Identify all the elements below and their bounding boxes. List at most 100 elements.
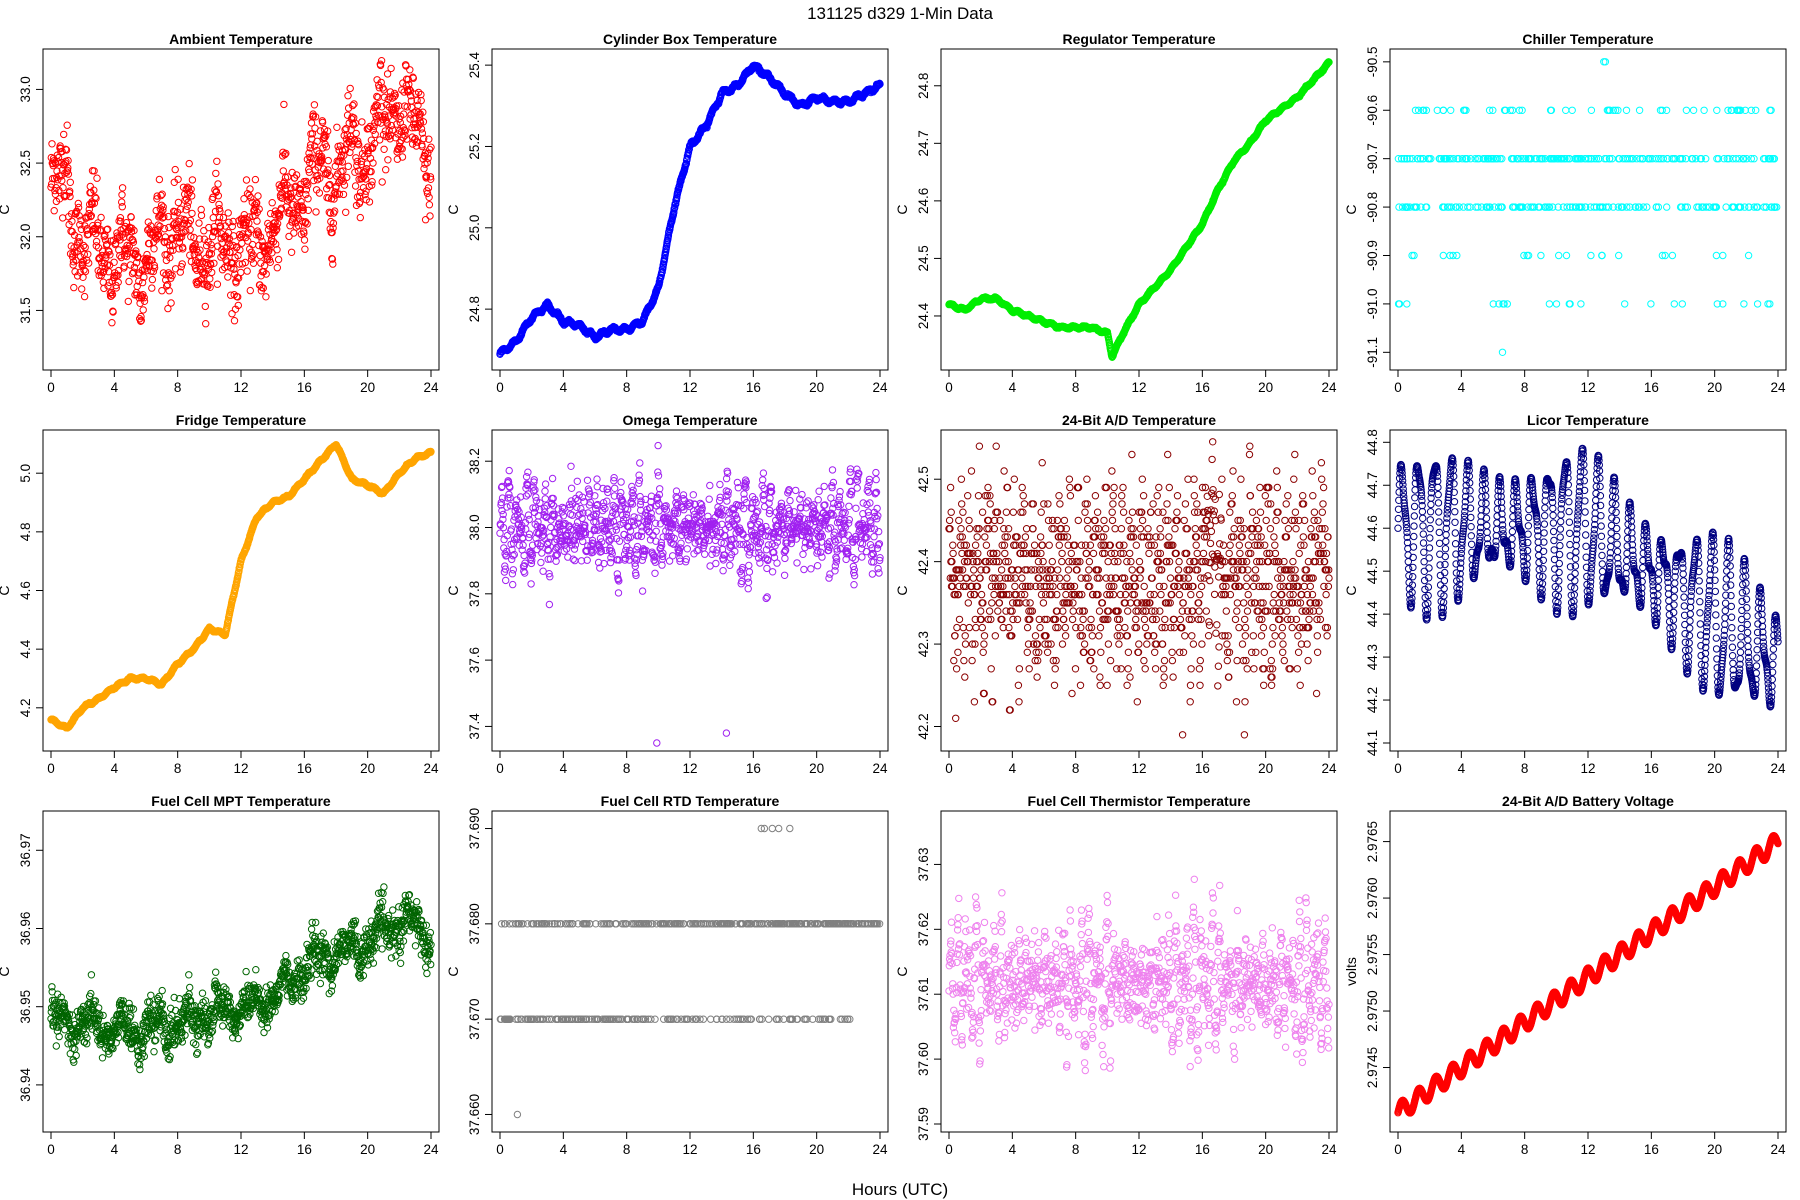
y-tick-label: 25.2 xyxy=(467,133,482,159)
data-point xyxy=(346,84,354,93)
data-point xyxy=(247,193,255,202)
x-tick-label: 4 xyxy=(111,380,119,395)
data-point xyxy=(328,255,337,263)
y-tick-label: -91.1 xyxy=(1365,337,1380,368)
y-tick-label: 25.4 xyxy=(467,52,482,79)
data-point xyxy=(376,136,384,144)
data-point xyxy=(348,143,356,151)
y-tick-label: 32.0 xyxy=(18,224,33,250)
data-point xyxy=(398,153,407,161)
x-tick-label: 12 xyxy=(1580,380,1595,395)
data-point xyxy=(229,217,237,226)
data-point xyxy=(140,297,149,305)
x-tick-label: 8 xyxy=(623,380,631,395)
data-point xyxy=(380,93,389,102)
y-axis-label: C xyxy=(0,585,12,595)
y-tick-label: 32.5 xyxy=(18,150,33,176)
data-point xyxy=(294,222,303,230)
data-point xyxy=(1577,300,1585,308)
data-point xyxy=(263,252,271,260)
data-point xyxy=(318,152,326,161)
data-point xyxy=(118,191,126,199)
data-point xyxy=(256,233,265,241)
data-point xyxy=(377,78,385,87)
data-point xyxy=(62,146,71,154)
data-point xyxy=(382,166,390,174)
data-point xyxy=(251,175,260,184)
y-tick-label: 4.2 xyxy=(18,698,33,717)
data-point xyxy=(76,221,84,229)
data-point xyxy=(230,265,238,273)
data-point xyxy=(1682,106,1691,115)
data-point xyxy=(343,173,351,182)
data-point xyxy=(237,232,246,240)
y-tick-label: 4.6 xyxy=(18,581,33,600)
data-point xyxy=(322,132,330,140)
data-point xyxy=(344,104,353,112)
data-point xyxy=(211,227,219,235)
data-point xyxy=(176,268,185,276)
data-point xyxy=(1663,203,1671,211)
data-point xyxy=(185,159,193,168)
x-tick-label: 8 xyxy=(174,761,182,776)
data-point xyxy=(137,312,145,321)
data-point xyxy=(331,207,339,215)
plot-frame xyxy=(42,429,440,752)
y-axis-label: C xyxy=(1343,204,1359,214)
x-tick-label: 20 xyxy=(1707,380,1722,395)
data-point xyxy=(326,225,334,233)
data-point xyxy=(369,126,377,135)
data-point xyxy=(1722,203,1730,211)
data-point xyxy=(47,180,56,188)
data-point xyxy=(1740,300,1748,308)
data-point xyxy=(318,118,327,127)
data-point xyxy=(174,198,183,207)
data-point xyxy=(1668,251,1677,260)
data-point xyxy=(373,92,381,101)
data-point xyxy=(225,218,233,227)
plot-frame xyxy=(940,48,1338,371)
y-tick-label: 24.8 xyxy=(916,73,931,99)
data-point xyxy=(356,198,364,206)
data-point xyxy=(92,237,101,246)
data-point xyxy=(223,258,231,266)
data-point xyxy=(352,129,360,138)
data-point xyxy=(339,167,347,175)
data-point xyxy=(380,86,388,94)
data-point xyxy=(91,193,99,202)
data-point xyxy=(343,111,352,119)
data-point xyxy=(406,87,415,95)
data-point xyxy=(421,216,430,224)
data-point xyxy=(104,282,112,290)
data-point xyxy=(85,259,93,267)
data-point xyxy=(160,238,168,246)
data-point xyxy=(53,167,61,175)
x-tick-label: 20 xyxy=(1258,380,1273,395)
data-point xyxy=(354,137,362,145)
x-tick-label: 4 xyxy=(111,761,119,776)
data-point xyxy=(373,76,381,84)
data-point xyxy=(212,187,221,196)
data-point xyxy=(316,174,324,183)
data-point xyxy=(324,156,332,165)
data-point xyxy=(81,267,90,276)
data-point xyxy=(174,223,182,232)
data-point xyxy=(262,270,270,278)
data-point xyxy=(116,214,125,222)
data-point xyxy=(309,113,317,121)
data-point xyxy=(137,317,145,325)
data-point xyxy=(254,192,262,200)
data-point xyxy=(147,222,155,230)
data-point xyxy=(63,121,71,129)
data-point xyxy=(84,250,92,259)
data-point xyxy=(61,145,70,154)
data-point xyxy=(310,154,318,162)
data-point xyxy=(90,186,98,194)
data-point xyxy=(328,228,336,237)
data-point xyxy=(213,280,222,288)
data-point xyxy=(1562,251,1571,260)
data-point xyxy=(1615,251,1623,260)
data-point xyxy=(370,122,378,130)
data-series xyxy=(496,61,884,358)
